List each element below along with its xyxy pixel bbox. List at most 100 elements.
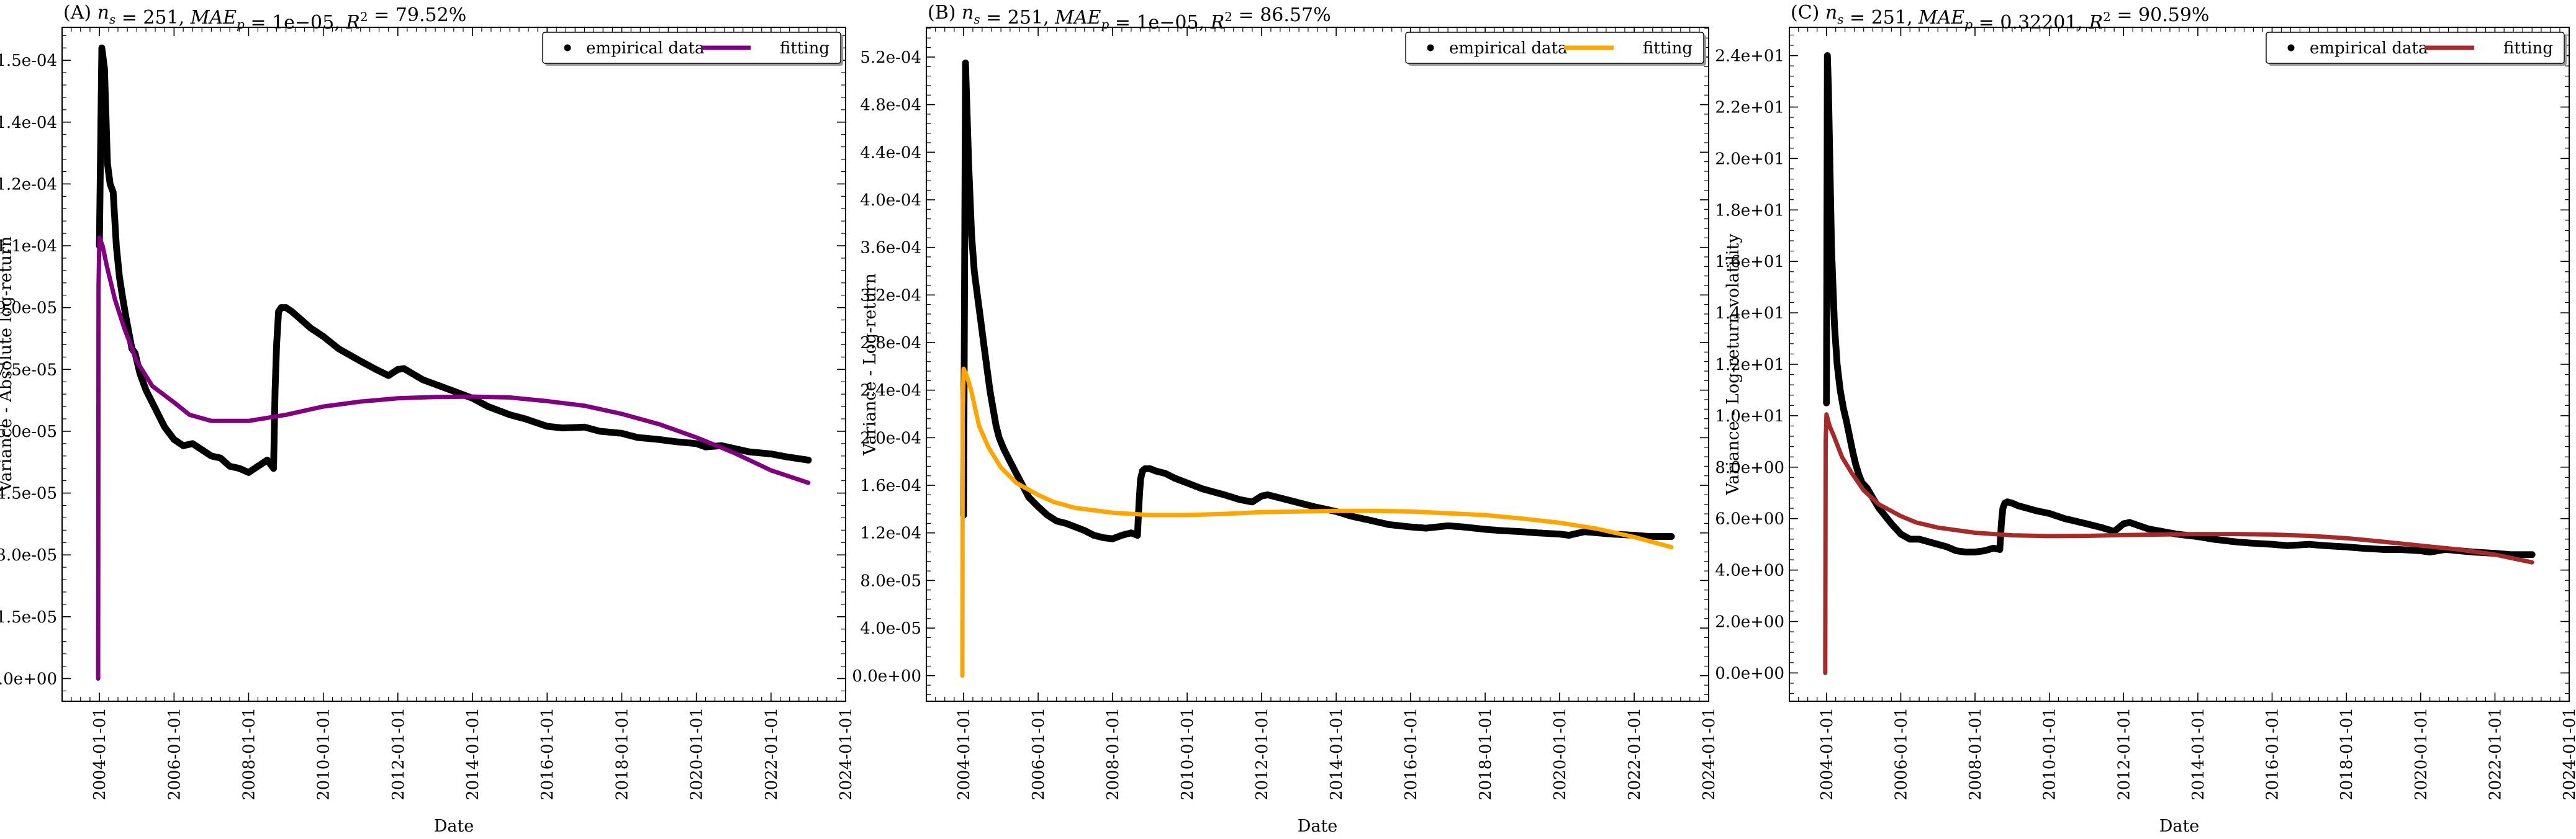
y-tick-label: 1.8e+01 (1715, 201, 1784, 220)
legend: empirical data fitting (2266, 32, 2567, 66)
chart-title: (A) ns = 251, MAEp = 1e−05, R2 = 79.52% (63, 2, 466, 34)
y-tick-label: 2.4e-04 (860, 382, 921, 400)
data-point (1668, 532, 1675, 540)
y-tick-label: 2.0e+01 (1715, 150, 1784, 168)
y-tick-label: 1.2e-04 (860, 524, 921, 543)
y-tick-label: 2.8e-04 (860, 334, 921, 352)
y-tick-label: 1.0e+01 (1715, 407, 1784, 426)
y-tick-label: 4.8e-04 (860, 96, 921, 115)
x-tick-label: 2010-01-01 (1178, 707, 1197, 801)
x-tick-label: 2004-01-01 (91, 707, 109, 801)
legend-marker-empirical (564, 44, 571, 52)
y-tick-label: 2.4e+01 (1715, 47, 1784, 66)
x-tick-label: 2014-01-01 (2189, 707, 2208, 801)
y-tick-label: 4.0e+00 (1715, 562, 1784, 580)
empirical-data-series (960, 60, 1675, 542)
plot-frame (1789, 27, 2570, 702)
y-tick-label: 1.4e+01 (1715, 304, 1784, 323)
x-tick-label: 2022-01-01 (1625, 707, 1644, 801)
x-tick-label: 2020-01-01 (688, 707, 707, 801)
y-tick-label: 1.2e+01 (1715, 356, 1784, 374)
y-tick-label: 8.0e+00 (1715, 459, 1784, 477)
y-tick-label: 5.2e-04 (860, 48, 921, 67)
legend-label-empirical: empirical data (2310, 39, 2428, 58)
legend: empirical data fitting (1405, 32, 1706, 66)
y-tick-label: 1.5e-04 (0, 52, 57, 70)
x-tick-label: 2018-01-01 (1476, 707, 1495, 801)
x-tick-label: 2018-01-01 (613, 707, 631, 801)
y-tick-label: 0.0e+00 (852, 667, 921, 686)
y-tick-label: 6.0e+00 (1715, 510, 1784, 529)
y-tick-label: 1.5e-05 (0, 608, 57, 627)
legend-marker-empirical (1427, 44, 1434, 52)
x-tick-label: 2016-01-01 (2264, 707, 2282, 801)
y-tick-label: 3.0e-05 (0, 546, 57, 565)
chart-panel-3: (C) ns = 251, MAEp = 0.32201, R2 = 90.59… (1715, 2, 2576, 836)
x-tick-label: 2024-01-01 (837, 707, 856, 801)
y-tick-label: 1.6e+01 (1715, 253, 1784, 271)
x-tick-label: 2006-01-01 (1892, 707, 1910, 801)
chart-panel-1: (A) ns = 251, MAEp = 1e−05, R2 = 79.52% 0… (0, 2, 856, 836)
x-tick-label: 2016-01-01 (1402, 707, 1421, 801)
legend: empirical data fitting (542, 32, 843, 66)
x-axis-label: Date (434, 817, 474, 836)
y-tick-label: 4.0e-05 (860, 619, 921, 638)
y-axis-label: Variance - Log-return (861, 273, 880, 456)
y-tick-label: 4.4e-04 (860, 143, 921, 162)
y-tick-label: 2.2e+01 (1715, 98, 1784, 117)
y-tick-label: 2.0e-04 (860, 429, 921, 447)
y-tick-label: 9.0e-05 (0, 299, 57, 318)
x-tick-label: 2006-01-01 (165, 707, 184, 801)
y-axis-label: Variance - Absolute log-return (0, 236, 16, 493)
y-tick-label: 1.4e-04 (0, 114, 57, 132)
legend-label-fitting: fitting (2503, 39, 2553, 58)
y-tick-label: 3.6e-04 (860, 239, 921, 258)
x-tick-label: 2020-01-01 (1551, 707, 1570, 801)
legend-label-empirical: empirical data (586, 39, 704, 58)
x-tick-label: 2014-01-01 (1327, 707, 1346, 801)
legend-marker-empirical (2287, 44, 2295, 52)
x-tick-label: 2008-01-01 (1966, 707, 1985, 801)
x-axis-label: Date (1298, 817, 1338, 836)
data-point (2528, 551, 2536, 559)
y-tick-label: 1.2e-04 (0, 175, 57, 194)
legend-label-fitting: fitting (780, 39, 829, 58)
x-tick-label: 2024-01-01 (1700, 707, 1719, 801)
y-tick-label: 8.0e-05 (860, 572, 921, 590)
chart-title: (B) ns = 251, MAEp = 1e−05, R2 = 86.57% (928, 2, 1331, 34)
chart-title: (C) ns = 251, MAEp = 0.32201, R2 = 90.59… (1791, 2, 2209, 34)
x-tick-label: 2018-01-01 (2338, 707, 2356, 801)
x-tick-label: 2008-01-01 (240, 707, 258, 801)
plot-frame (61, 27, 846, 702)
y-tick-label: 4.5e-05 (0, 485, 57, 503)
y-axis-label: Variance - Log-return volatility (1724, 233, 1743, 496)
x-tick-label: 2004-01-01 (955, 707, 974, 801)
fitting-line (96, 235, 811, 681)
y-tick-label: 4.0e-04 (860, 191, 921, 210)
x-tick-label: 2020-01-01 (2412, 707, 2431, 801)
x-tick-label: 2010-01-01 (315, 707, 333, 801)
legend-label-fitting: fitting (1643, 39, 1692, 58)
y-tick-label: 6.0e-05 (0, 423, 57, 441)
y-tick-label: 0.0e+00 (1715, 664, 1784, 683)
empirical-data-series (96, 44, 812, 476)
x-tick-label: 2014-01-01 (464, 707, 482, 801)
x-tick-label: 2004-01-01 (1818, 707, 1837, 801)
data-point (805, 456, 812, 464)
fitting-line (1823, 412, 2534, 675)
y-tick-label: 3.2e-04 (860, 286, 921, 305)
x-tick-label: 2024-01-01 (2560, 707, 2576, 801)
fitting-line (960, 366, 1674, 678)
x-tick-label: 2010-01-01 (2041, 707, 2059, 801)
legend-label-empirical: empirical data (1449, 39, 1567, 58)
x-axis-label: Date (2159, 817, 2200, 836)
x-tick-label: 2006-01-01 (1029, 707, 1048, 801)
y-tick-label: 0.0e+00 (0, 670, 57, 688)
x-tick-label: 2008-01-01 (1104, 707, 1123, 801)
y-tick-label: 7.5e-05 (0, 361, 57, 379)
x-tick-label: 2012-01-01 (389, 707, 408, 801)
chart-panel-2: (B) ns = 251, MAEp = 1e−05, R2 = 86.57% 0… (852, 2, 1719, 836)
x-tick-label: 2016-01-01 (538, 707, 557, 801)
y-tick-label: 1.1e-04 (0, 237, 57, 256)
